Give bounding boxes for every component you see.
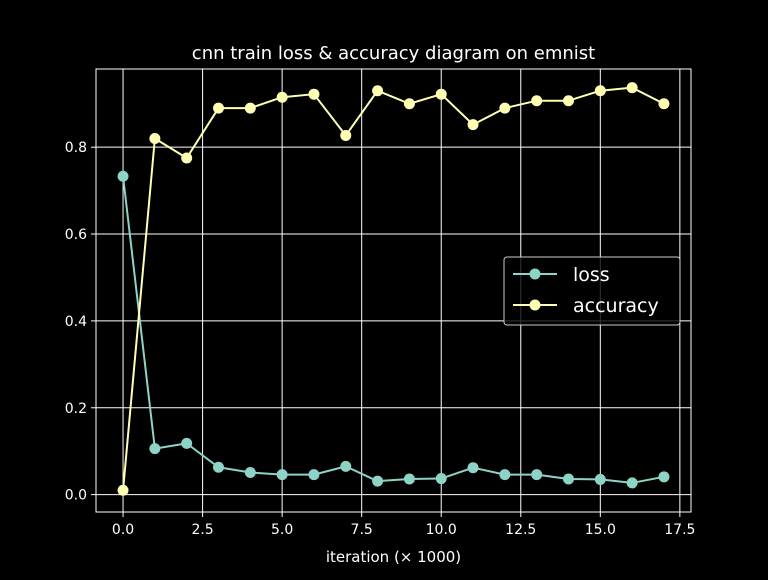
y-tick-label: 0.2 (65, 401, 87, 417)
plot-frame (95, 68, 692, 513)
y-tick-label: 0.8 (65, 140, 87, 156)
data-point-loss (403, 473, 415, 485)
x-tick-label: 12.5 (505, 522, 536, 538)
data-point-loss (149, 443, 161, 455)
legend: loss accuracy (503, 256, 681, 326)
legend-label-accuracy: accuracy (573, 295, 659, 317)
data-point-accuracy (403, 98, 415, 110)
data-point-loss (117, 170, 129, 182)
data-point-accuracy (117, 484, 129, 496)
x-tick-label: 7.5 (351, 522, 373, 538)
data-point-accuracy (435, 88, 447, 100)
x-tick-label: 2.5 (191, 522, 213, 538)
data-point-loss (435, 473, 447, 485)
x-axis-label: iteration (× 1000) (326, 548, 461, 566)
data-point-loss (181, 437, 193, 449)
y-tick-label: 0.6 (65, 227, 87, 243)
data-point-accuracy (626, 82, 638, 94)
data-point-accuracy (149, 132, 161, 144)
axis-ticks: 0.0 2.5 5.0 7.5 10.0 12.5 15.0 17.5 0.0 0.2 0.4 0.6… (65, 140, 696, 538)
chart-title: cnn train loss & accuracy diagram on emn… (192, 43, 595, 64)
legend-label-loss: loss (573, 264, 610, 286)
x-tick-label: 10.0 (426, 522, 457, 538)
data-point-loss (594, 473, 606, 485)
y-tick-label: 0.0 (65, 488, 87, 504)
data-point-loss (531, 469, 543, 481)
data-point-loss (467, 462, 479, 474)
series-line-accuracy (122, 86, 665, 491)
data-point-loss (213, 461, 224, 473)
data-point-accuracy (276, 91, 288, 103)
data-point-accuracy (499, 102, 511, 114)
data-point-accuracy (340, 129, 352, 141)
data-point-accuracy (658, 98, 670, 110)
data-point-accuracy (372, 85, 384, 97)
data-point-loss (499, 469, 511, 481)
legend-marker-accuracy (529, 299, 541, 311)
x-tick-label: 5.0 (271, 522, 293, 538)
x-tick-label: 0.0 (112, 522, 134, 538)
data-point-accuracy (308, 88, 320, 100)
x-tick-label: 15.0 (585, 522, 616, 538)
legend-marker-loss (529, 268, 541, 280)
x-tick-label: 17.5 (664, 522, 695, 538)
data-point-loss (340, 460, 352, 472)
data-point-accuracy (244, 102, 256, 114)
series-group (117, 82, 670, 496)
data-point-loss (276, 469, 288, 481)
data-point-loss (658, 471, 670, 483)
data-point-accuracy (181, 152, 193, 164)
data-point-loss (372, 475, 384, 487)
data-point-loss (244, 466, 256, 478)
data-point-accuracy (467, 119, 479, 131)
data-point-accuracy (531, 95, 543, 107)
data-point-accuracy (213, 102, 224, 114)
data-point-loss (563, 473, 574, 485)
data-point-accuracy (594, 85, 606, 97)
data-point-accuracy (563, 95, 574, 107)
data-point-loss (626, 477, 638, 489)
y-tick-label: 0.4 (65, 314, 87, 330)
data-point-loss (308, 469, 320, 481)
